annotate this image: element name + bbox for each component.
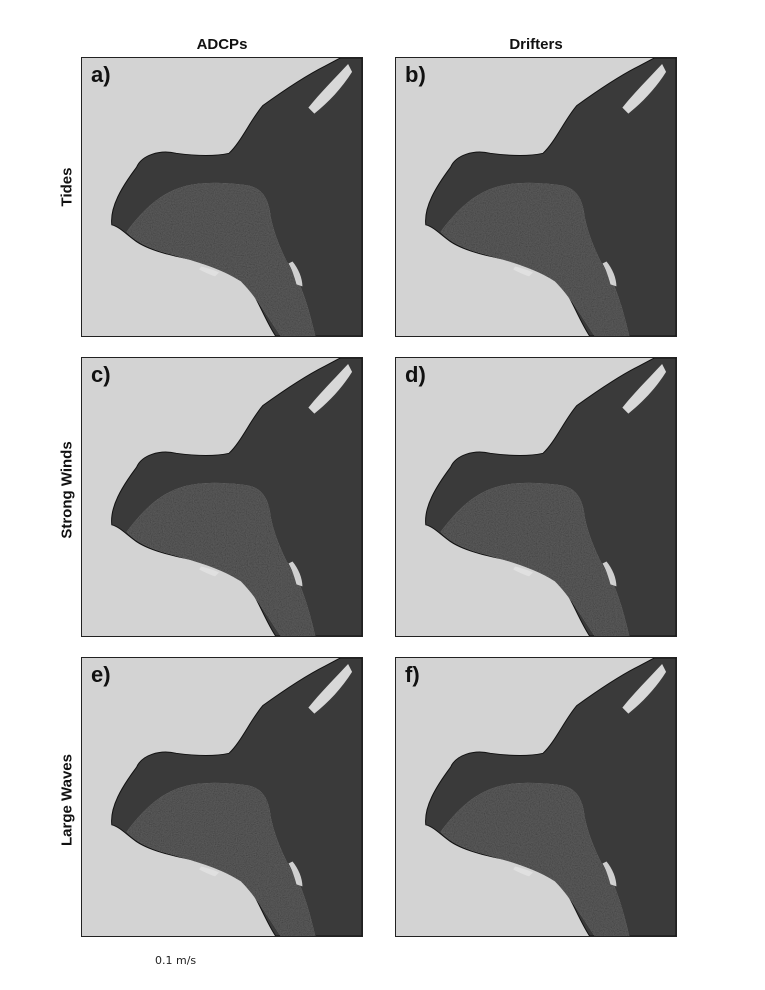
column-title-adcps: ADCPs xyxy=(196,36,248,53)
panel-label: a) xyxy=(91,62,111,87)
coastal-satellite-image xyxy=(82,358,362,636)
velocity-scale-label: 0.1 m/s xyxy=(155,954,197,967)
row-title-tides: Tides xyxy=(58,167,76,207)
map-panel-d: d) xyxy=(395,357,677,637)
panel-label: c) xyxy=(91,362,111,387)
panel-label: b) xyxy=(405,62,426,87)
row-title-strong-winds: Strong Winds xyxy=(58,441,76,539)
map-panel-f: f) xyxy=(395,657,677,937)
coastal-satellite-image xyxy=(396,658,676,936)
coastal-satellite-image xyxy=(396,58,676,336)
map-panel-b: b) xyxy=(395,57,677,337)
coastal-satellite-image xyxy=(396,358,676,636)
map-panel-e: e) xyxy=(81,657,363,937)
row-title-large-waves: Large Waves xyxy=(58,754,76,846)
panel-label: d) xyxy=(405,362,426,387)
map-panel-c: c) xyxy=(81,357,363,637)
map-panel-a: a) xyxy=(81,57,363,337)
column-title-drifters: Drifters xyxy=(509,36,563,53)
panel-label: e) xyxy=(91,662,111,687)
coastal-satellite-image xyxy=(82,58,362,336)
coastal-satellite-image xyxy=(82,658,362,936)
panel-label: f) xyxy=(405,662,420,687)
